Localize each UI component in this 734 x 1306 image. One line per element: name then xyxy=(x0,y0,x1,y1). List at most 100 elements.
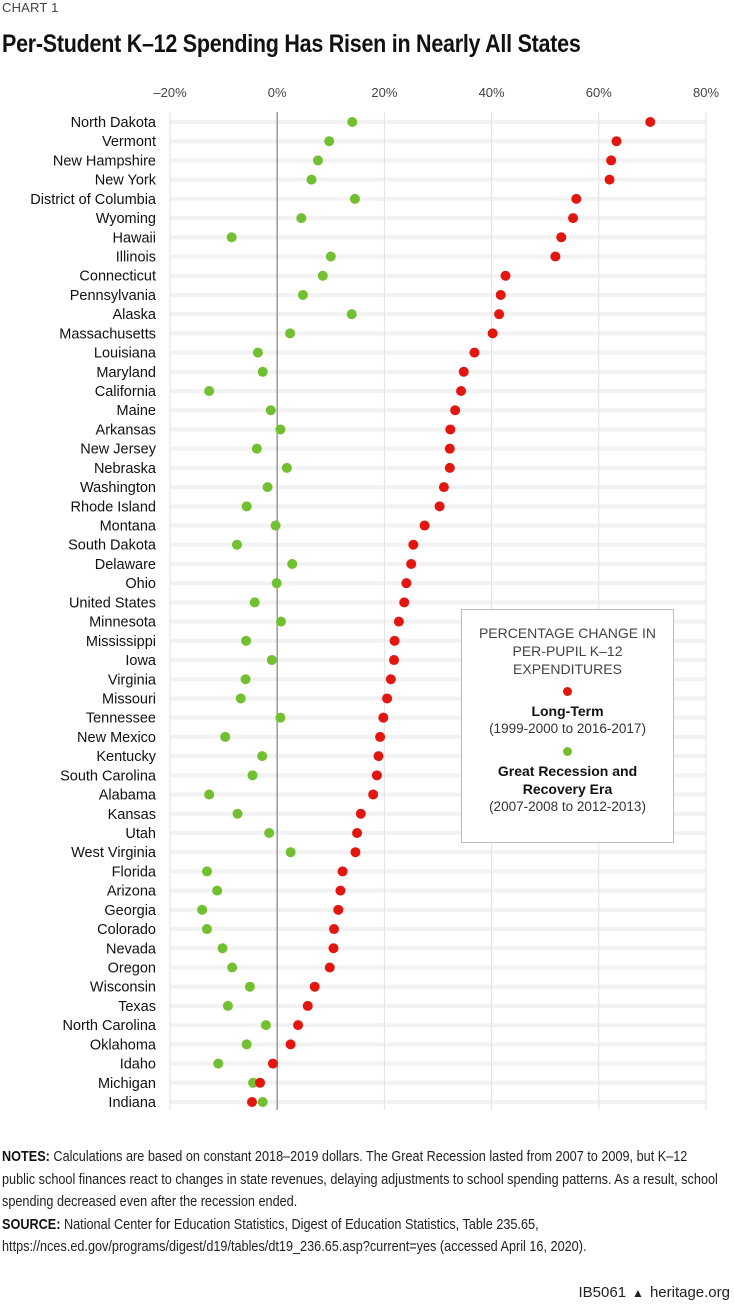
dot-recession-era xyxy=(217,943,228,954)
dot-recession-era xyxy=(270,520,281,531)
dot-recession-era xyxy=(227,962,238,973)
x-tick-label: 80% xyxy=(693,85,719,100)
dot-long-term xyxy=(604,174,615,185)
dot-recession-era xyxy=(297,289,308,300)
dot-long-term xyxy=(302,1000,313,1011)
state-label: Hawaii xyxy=(112,230,156,246)
x-tick-label: 20% xyxy=(371,85,397,100)
dot-recession-era xyxy=(266,655,277,666)
state-label: Kansas xyxy=(108,807,156,823)
dot-recession-era xyxy=(197,904,208,915)
dot-long-term xyxy=(444,443,455,454)
dot-recession-era xyxy=(260,1020,271,1031)
notes-text: Calculations are based on constant 2018–… xyxy=(2,1148,718,1210)
state-label: Ohio xyxy=(125,576,156,592)
dot-long-term xyxy=(324,962,335,973)
dot-long-term xyxy=(335,885,346,896)
x-tick-label: –20% xyxy=(153,85,187,100)
notes-block: NOTES: Calculations are based on constan… xyxy=(2,1146,720,1259)
state-label: Iowa xyxy=(125,653,157,669)
dot-long-term xyxy=(293,1020,304,1031)
dot-recession-era xyxy=(241,501,252,512)
dot-recession-era xyxy=(247,770,258,781)
dot-long-term xyxy=(434,501,445,512)
dot-long-term xyxy=(368,789,379,800)
state-label: South Carolina xyxy=(60,768,157,784)
dot-long-term xyxy=(571,193,582,204)
dot-recession-era xyxy=(201,866,212,877)
dot-recession-era xyxy=(257,1097,268,1107)
legend-sub-recession: (2007-2008 to 2012-2013) xyxy=(489,799,646,814)
dot-recession-era xyxy=(220,731,231,742)
liberty-bell-icon: ▲ xyxy=(632,1286,644,1300)
state-label: Alaska xyxy=(112,307,156,323)
state-label: New Hampshire xyxy=(53,153,156,169)
dot-recession-era xyxy=(281,462,292,473)
state-label: Michigan xyxy=(98,1076,156,1092)
state-label: North Carolina xyxy=(63,1018,157,1034)
site-link[interactable]: heritage.org xyxy=(649,1284,730,1301)
state-label: New Mexico xyxy=(77,730,156,746)
dot-recession-era xyxy=(212,885,223,896)
state-label: Nebraska xyxy=(94,461,157,477)
state-label: New York xyxy=(95,173,157,189)
state-label: Louisiana xyxy=(94,346,157,362)
dot-recession-era xyxy=(244,981,255,992)
dot-long-term xyxy=(378,712,389,723)
dot-long-term xyxy=(385,674,396,685)
dot-recession-era xyxy=(325,251,336,262)
state-label: Arizona xyxy=(107,884,157,900)
dot-long-term xyxy=(393,616,404,627)
dot-long-term xyxy=(247,1097,258,1107)
dot-long-term xyxy=(408,539,419,550)
legend-label-recession: Great Recession and Recovery Era xyxy=(497,763,638,797)
dot-long-term xyxy=(456,386,467,397)
dot-long-term xyxy=(255,1077,266,1088)
state-label: Florida xyxy=(112,864,157,880)
dot-recession-era xyxy=(249,597,260,608)
legend-marker-recession xyxy=(563,747,572,756)
dot-recession-era xyxy=(296,213,307,224)
footer: IB5061 ▲ heritage.org xyxy=(579,1284,731,1301)
state-label: Montana xyxy=(100,519,157,535)
state-label: Connecticut xyxy=(79,269,156,285)
dot-recession-era xyxy=(347,117,358,127)
legend-title: PERCENTAGE CHANGE IN PER-PUPIL K–12 EXPE… xyxy=(478,625,657,677)
x-tick-label: 60% xyxy=(586,85,612,100)
chart-eyebrow: CHART 1 xyxy=(2,0,59,15)
dot-long-term xyxy=(355,808,366,819)
report-id: IB5061 xyxy=(578,1284,627,1301)
dot-recession-era xyxy=(204,789,215,800)
dot-recession-era xyxy=(262,482,273,493)
dot-long-term xyxy=(389,635,400,646)
dot-recession-era xyxy=(349,193,360,204)
x-tick-label: 0% xyxy=(268,85,287,100)
state-label: North Dakota xyxy=(71,115,157,131)
dot-long-term xyxy=(450,405,461,416)
dot-long-term xyxy=(495,289,506,300)
state-label: Massachusetts xyxy=(59,326,156,342)
dot-long-term xyxy=(550,251,561,262)
dot-recession-era xyxy=(213,1058,224,1069)
dot-recession-era xyxy=(275,424,286,435)
state-label: Maine xyxy=(117,403,157,419)
dot-long-term xyxy=(556,232,567,243)
dot-recession-era xyxy=(271,578,282,589)
dot-long-term xyxy=(445,424,456,435)
state-label: South Dakota xyxy=(68,538,157,554)
dot-long-term xyxy=(458,366,469,377)
dot-long-term xyxy=(328,943,339,954)
notes-label: NOTES: xyxy=(2,1148,50,1165)
source-label: SOURCE: xyxy=(2,1215,61,1233)
dot-long-term xyxy=(487,328,498,339)
state-label: Nevada xyxy=(106,941,157,957)
dot-recession-era xyxy=(264,827,275,838)
dot-long-term xyxy=(444,462,455,473)
dot-long-term xyxy=(329,924,340,935)
legend: PERCENTAGE CHANGE IN PER-PUPIL K–12 EXPE… xyxy=(461,609,674,843)
state-label: Georgia xyxy=(104,903,157,919)
dot-recession-era xyxy=(317,270,328,281)
state-label: Wyoming xyxy=(96,211,156,227)
state-label: Illinois xyxy=(116,250,156,266)
state-label: West Virginia xyxy=(71,845,157,861)
